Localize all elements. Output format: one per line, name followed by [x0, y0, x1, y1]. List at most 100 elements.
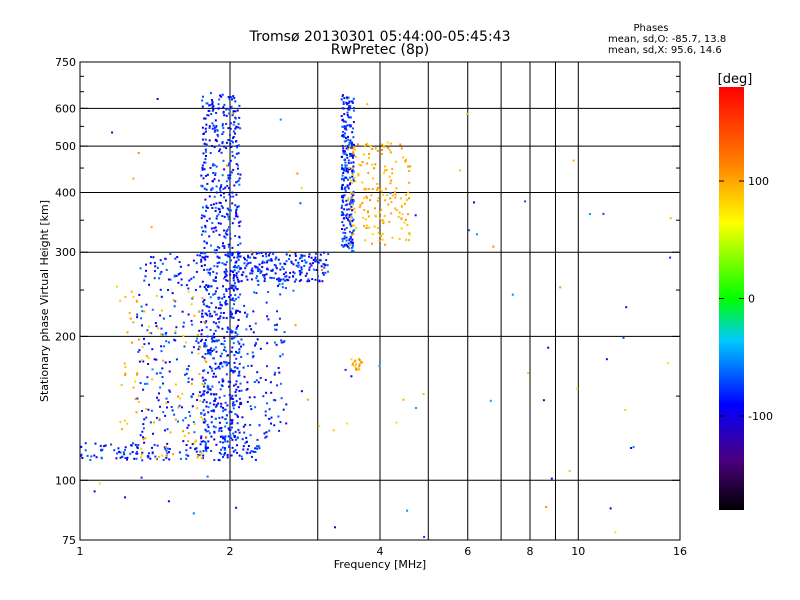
echo-point — [226, 456, 229, 459]
echo-point — [121, 428, 123, 431]
echo-point — [225, 180, 228, 183]
echo-point — [262, 395, 265, 398]
echo-point — [253, 265, 256, 268]
echo-point — [235, 181, 238, 183]
echo-point — [349, 147, 352, 149]
echo-point — [163, 345, 166, 348]
echo-point — [187, 368, 189, 371]
echo-point — [340, 206, 343, 209]
echo-point — [275, 328, 278, 331]
echo-point — [210, 189, 213, 192]
echo-point — [346, 171, 349, 174]
echo-point — [126, 331, 129, 334]
echo-point — [225, 261, 228, 263]
echo-point — [342, 201, 345, 203]
echo-point — [153, 277, 156, 280]
echo-point — [180, 278, 183, 281]
echo-point — [266, 342, 269, 345]
echo-point — [132, 177, 135, 180]
echo-point — [270, 258, 273, 261]
echo-point — [157, 327, 160, 330]
echo-point — [314, 256, 317, 259]
echo-point — [204, 444, 207, 447]
echo-point — [341, 237, 344, 240]
echo-point — [224, 232, 227, 235]
echo-point — [340, 188, 343, 191]
echo-point — [192, 276, 195, 279]
echo-point — [231, 421, 234, 424]
echo-point — [221, 206, 224, 209]
echo-point — [139, 267, 142, 270]
echo-point — [318, 258, 321, 261]
echo-point — [199, 453, 202, 456]
echo-point — [179, 397, 182, 400]
echo-point — [249, 256, 252, 259]
echo-point — [357, 367, 360, 370]
echo-point — [217, 298, 220, 300]
echo-point — [266, 402, 269, 405]
echo-point — [217, 402, 220, 405]
echo-point — [214, 206, 217, 209]
echo-point — [273, 264, 276, 266]
echo-point — [232, 95, 235, 98]
echo-point — [200, 252, 203, 254]
echo-point — [233, 217, 236, 220]
echo-point — [401, 213, 404, 216]
echo-point — [231, 98, 233, 101]
echo-point — [212, 172, 215, 174]
echo-point — [227, 328, 230, 330]
echo-point — [213, 130, 216, 133]
echo-point — [237, 319, 240, 321]
echo-point — [364, 239, 367, 242]
echo-point — [243, 375, 246, 378]
echo-point — [229, 122, 232, 125]
echo-point — [200, 217, 203, 220]
echo-point — [268, 417, 271, 420]
echo-point — [203, 398, 206, 401]
echo-point — [166, 454, 169, 457]
echo-point — [235, 211, 237, 214]
echo-point — [235, 357, 238, 360]
echo-point — [141, 324, 143, 327]
echo-point — [364, 218, 367, 221]
echo-point — [342, 103, 345, 105]
echo-point — [177, 281, 180, 284]
echo-point — [343, 158, 346, 161]
echo-point — [169, 315, 172, 317]
echo-point — [229, 237, 232, 240]
echo-point — [179, 457, 182, 460]
echo-point — [352, 150, 354, 153]
echo-point — [204, 339, 207, 342]
echo-point — [376, 188, 379, 191]
echo-point — [124, 366, 127, 369]
echo-point — [227, 215, 230, 218]
echo-point — [358, 365, 361, 367]
echo-point — [205, 320, 208, 323]
echo-point — [229, 253, 232, 256]
echo-point — [238, 225, 241, 228]
echo-point — [199, 443, 202, 446]
echo-point — [237, 122, 240, 125]
echo-point — [319, 253, 322, 256]
echo-point — [189, 414, 192, 417]
echo-point — [231, 202, 234, 205]
echo-point — [165, 397, 168, 400]
echo-point — [265, 255, 268, 258]
echo-point — [221, 297, 224, 300]
echo-point — [394, 196, 397, 199]
echo-point — [234, 391, 237, 393]
echo-point — [476, 233, 478, 236]
echo-point — [352, 224, 355, 227]
echo-point — [366, 103, 369, 106]
echo-point — [225, 373, 228, 376]
echo-point — [215, 140, 218, 143]
echo-point — [204, 442, 207, 445]
echo-point — [366, 224, 368, 227]
echo-point — [214, 426, 217, 429]
echo-point — [221, 262, 224, 265]
echo-point — [226, 233, 229, 236]
echo-point — [352, 161, 355, 164]
echo-point — [199, 346, 202, 349]
echo-point — [237, 221, 240, 224]
echo-point — [217, 213, 220, 216]
